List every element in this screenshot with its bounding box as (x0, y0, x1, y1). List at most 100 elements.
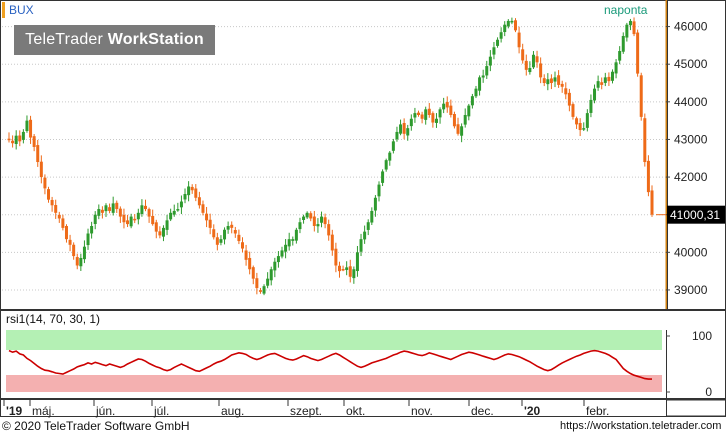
candle-body (32, 136, 36, 147)
candle-body (542, 78, 546, 84)
candle-body (61, 218, 65, 228)
candle-body (610, 71, 614, 81)
candle-body (240, 242, 244, 249)
candle-body (269, 269, 273, 281)
candle-body (309, 213, 313, 219)
candle-body (90, 225, 94, 234)
candle-body (25, 120, 29, 131)
teletrader-logo: TeleTrader WorkStation (14, 25, 215, 55)
candle-body (345, 267, 349, 270)
candle-body (21, 131, 25, 140)
symbol-marker (2, 2, 5, 18)
rsi-indicator-title[interactable]: rsi1(14, 70, 30, 1) (6, 312, 101, 326)
candle-body (39, 161, 43, 178)
candle-body (589, 99, 593, 113)
candle-body (273, 261, 277, 271)
candle-body (567, 92, 571, 106)
candle-body (201, 204, 205, 213)
candle-body (266, 278, 270, 286)
candle-body (399, 124, 403, 134)
candle-body (215, 237, 219, 245)
candle-body (72, 244, 76, 257)
candle-body (535, 56, 539, 63)
candle-body (470, 96, 474, 106)
candle-body (621, 35, 625, 52)
candle-body (302, 216, 306, 220)
candle-body (639, 75, 643, 117)
symbol-label[interactable]: BUX (9, 3, 34, 17)
candle-body (524, 60, 528, 70)
candle-body (628, 20, 632, 26)
candle-body (169, 212, 173, 220)
candle-body (513, 20, 517, 31)
candle-body (190, 186, 194, 191)
candle-body (108, 207, 112, 211)
source-url[interactable]: https://workstation.teletrader.com (560, 420, 722, 432)
candle-body (607, 76, 611, 82)
candle-body (485, 66, 489, 76)
candle-body (643, 118, 647, 163)
candle-body (334, 248, 338, 266)
candle-body (582, 128, 586, 130)
candle-body (100, 209, 104, 213)
candle-body (305, 212, 309, 218)
last-price-label: 41000,31 (670, 208, 720, 222)
candle-body (151, 215, 155, 225)
rsi-overbought-zone (6, 330, 662, 350)
candle-body (172, 210, 176, 215)
candle-body (463, 114, 467, 125)
candle-body (431, 113, 435, 123)
candle-body (129, 216, 133, 227)
candle-body (233, 230, 237, 234)
candle-body (144, 205, 148, 210)
frequency-label[interactable]: naponta (604, 3, 648, 17)
candle-body (327, 224, 331, 236)
candle-body (578, 122, 582, 131)
candle-body (312, 216, 316, 226)
candle-body (506, 20, 510, 27)
candle-body (205, 213, 209, 221)
candle-body (82, 246, 86, 260)
candle-body (381, 171, 385, 183)
candle-body (370, 210, 374, 223)
rsi-line-group (8, 349, 652, 380)
time-tick-label: '19 (6, 404, 23, 418)
candle-body (64, 226, 68, 240)
candle-body (510, 20, 514, 23)
candle-body (352, 269, 356, 279)
candle-body (355, 252, 359, 272)
candle-body (79, 257, 83, 267)
rsi-line (8, 349, 652, 380)
candle-body (230, 224, 234, 228)
candle-body (553, 77, 557, 82)
candle-body (43, 177, 47, 189)
candle-body (646, 160, 650, 193)
candle-body (434, 118, 438, 123)
candle-body (417, 112, 421, 115)
candle-body (93, 214, 97, 225)
price-tick-label: 39000 (674, 283, 708, 297)
candle-body (226, 225, 230, 230)
candle-body (140, 205, 144, 215)
candle-body (593, 88, 597, 101)
candle-body (456, 124, 460, 134)
candle-body (57, 214, 61, 219)
rsi-oversold-zone (6, 375, 662, 392)
candle-body (208, 219, 212, 228)
candle-body (320, 216, 324, 223)
candle-body (564, 88, 568, 95)
last-price-box (667, 205, 725, 224)
candle-body (147, 209, 151, 217)
candle-body (625, 24, 629, 38)
price-tick-label: 45000 (674, 57, 708, 71)
candle-body (499, 32, 503, 39)
candle-body (427, 108, 431, 115)
rsi-tick-label: 100 (692, 329, 712, 343)
candle-body (442, 103, 446, 110)
time-tick-label: dec. (471, 404, 494, 418)
candle-body (571, 104, 575, 117)
candle-body (363, 231, 367, 240)
candle-body (244, 250, 248, 260)
